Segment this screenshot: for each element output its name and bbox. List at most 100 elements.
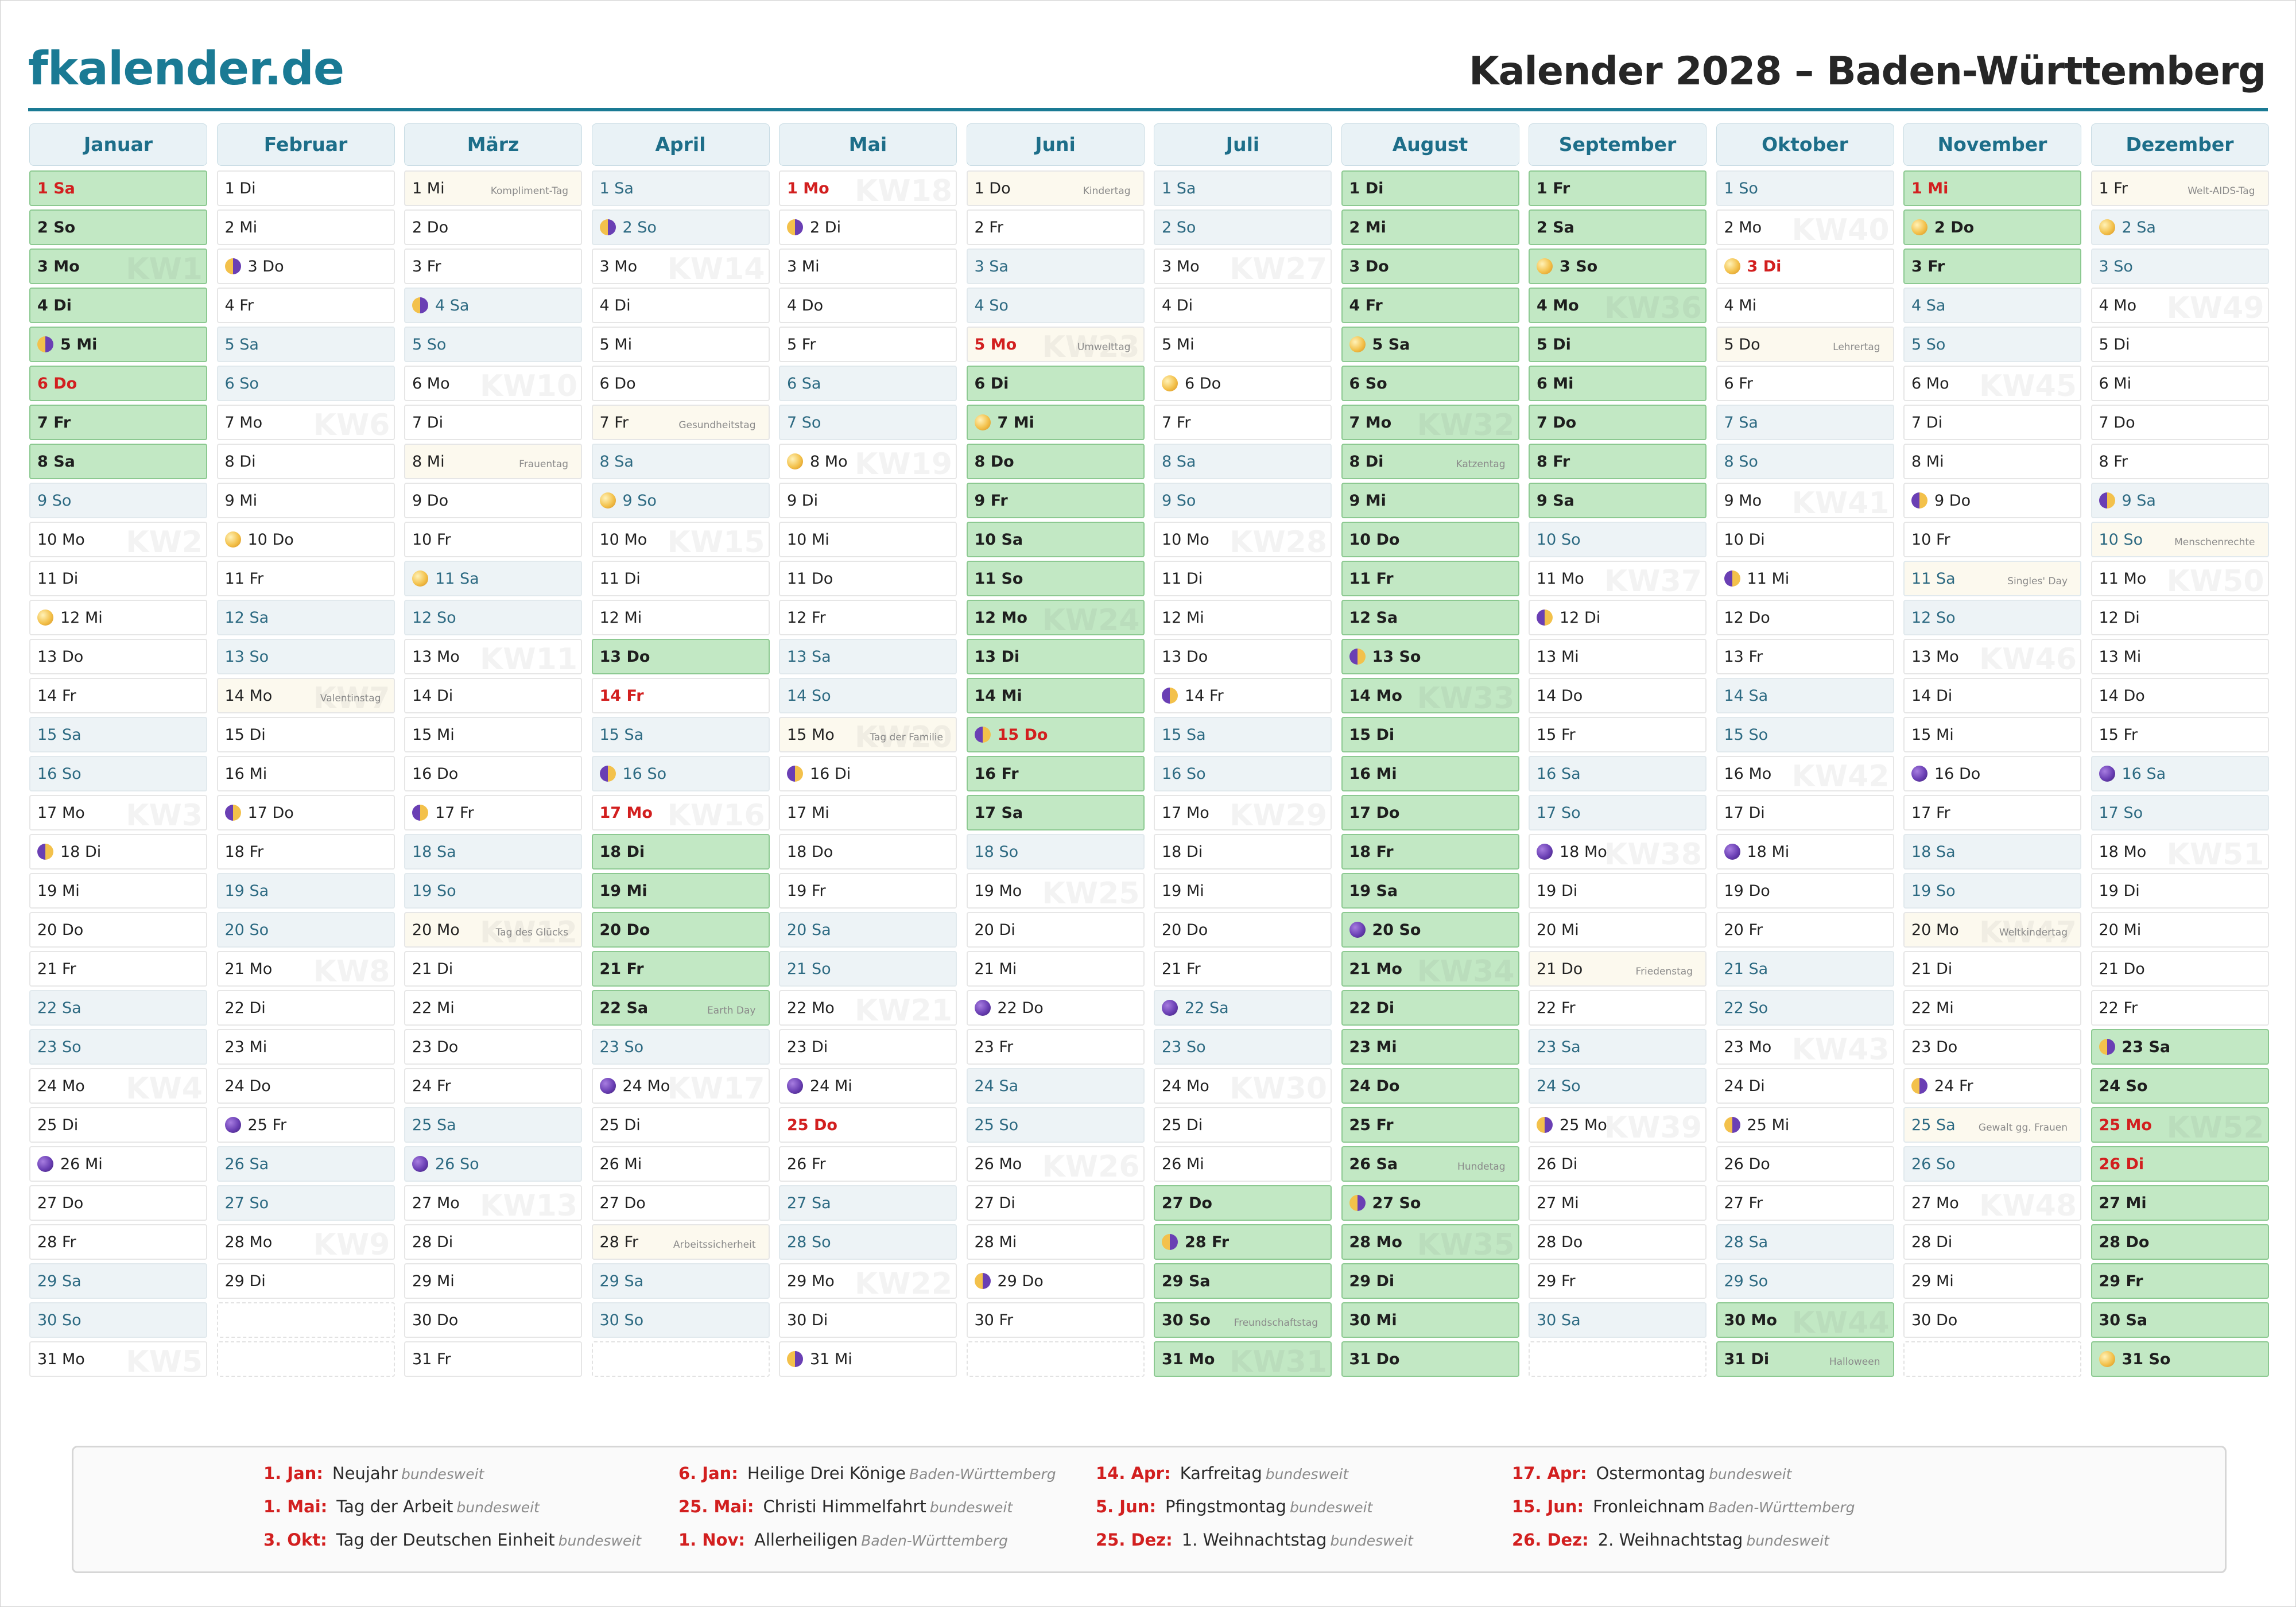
day-cell[interactable]: 21 Do [2091,951,2269,987]
day-cell[interactable]: 9 Mi [216,483,395,518]
day-cell[interactable]: 11 Sa Singles' Day [1903,561,2081,596]
day-cell[interactable]: 15 Mi [1903,717,2081,752]
day-cell[interactable]: 25 Mi [1716,1107,1894,1143]
day-cell[interactable]: 3 Do [216,249,395,284]
day-cell[interactable]: 10 So [1529,522,1707,557]
day-cell[interactable]: 14 Mo Valentinstag KW7 [216,678,395,713]
day-cell[interactable]: 22 Do [966,990,1145,1026]
day-cell[interactable]: 18 So [966,834,1145,870]
day-cell[interactable]: 24 Sa [966,1068,1145,1104]
day-cell[interactable]: 30 Do [1903,1302,2081,1338]
day-cell[interactable]: 4 Mi [1716,288,1894,323]
day-cell[interactable]: 12 Sa [1341,600,1519,635]
day-cell[interactable]: 1 Sa [1154,170,1332,206]
day-cell[interactable]: 14 Sa [1716,678,1894,713]
day-cell[interactable]: 30 So [29,1302,207,1338]
day-cell[interactable]: 29 Fr [2091,1263,2269,1299]
day-cell[interactable]: 8 Sa [591,444,770,479]
day-cell[interactable]: 17 Mo KW3 [29,795,207,830]
day-cell[interactable]: 27 Mi [1529,1185,1707,1221]
day-cell[interactable]: 28 Sa [1716,1224,1894,1260]
day-cell[interactable]: 20 Sa [779,912,957,948]
day-cell[interactable]: 23 Sa [1529,1029,1707,1065]
day-cell[interactable]: 18 Di [29,834,207,870]
day-cell[interactable]: 23 Mi [1341,1029,1519,1065]
day-cell[interactable]: 20 Do [591,912,770,948]
day-cell[interactable]: 18 Di [1154,834,1332,870]
day-cell[interactable]: 1 Mi Kompliment-Tag [404,170,582,206]
day-cell[interactable]: 19 Sa [1341,873,1519,909]
day-cell[interactable]: 11 Mo KW37 [1529,561,1707,596]
day-cell[interactable]: 7 Mi [966,405,1145,440]
day-cell[interactable]: 15 Mi [404,717,582,752]
day-cell[interactable]: 17 So [2091,795,2269,830]
day-cell[interactable]: 10 Mo KW2 [29,522,207,557]
day-cell[interactable]: 8 Mo KW19 [779,444,957,479]
day-cell[interactable]: 10 Sa [966,522,1145,557]
day-cell[interactable]: 4 Di [29,288,207,323]
day-cell[interactable]: 24 Mi [779,1068,957,1104]
day-cell[interactable]: 17 Mi [779,795,957,830]
day-cell[interactable]: 28 Fr [1154,1224,1332,1260]
day-cell[interactable]: 1 Di [216,170,395,206]
day-cell[interactable]: 22 Di [1341,990,1519,1026]
day-cell[interactable]: 12 Sa [216,600,395,635]
day-cell[interactable]: 11 Di [29,561,207,596]
day-cell[interactable]: 15 Sa [29,717,207,752]
day-cell[interactable]: 29 Di [1341,1263,1519,1299]
day-cell[interactable]: 19 Mi [1154,873,1332,909]
day-cell[interactable]: 26 Mi [29,1146,207,1182]
day-cell[interactable]: 18 Sa [404,834,582,870]
day-cell[interactable]: 11 Di [591,561,770,596]
day-cell[interactable]: 13 Mi [1529,639,1707,674]
day-cell[interactable]: 8 So [1716,444,1894,479]
day-cell[interactable]: 12 Do [1716,600,1894,635]
day-cell[interactable]: 16 Sa [1529,756,1707,791]
site-logo[interactable]: fkalender.de [28,42,344,95]
day-cell[interactable]: 31 Do [1341,1341,1519,1377]
day-cell[interactable]: 28 Mi [966,1224,1145,1260]
day-cell[interactable]: 3 So [1529,249,1707,284]
day-cell[interactable]: 19 Mi [29,873,207,909]
day-cell[interactable]: 26 Di [2091,1146,2269,1182]
day-cell[interactable]: 14 So [779,678,957,713]
day-cell[interactable]: 2 So [29,209,207,245]
day-cell[interactable]: 17 Do [216,795,395,830]
day-cell[interactable]: 13 So [1341,639,1519,674]
day-cell[interactable]: 15 Di [1341,717,1519,752]
day-cell[interactable]: 7 Mo KW6 [216,405,395,440]
day-cell[interactable]: 22 Fr [2091,990,2269,1026]
day-cell[interactable]: 13 Fr [1716,639,1894,674]
day-cell[interactable]: 27 So [216,1185,395,1221]
day-cell[interactable]: 25 Sa Gewalt gg. Frauen [1903,1107,2081,1143]
day-cell[interactable]: 6 So [1341,366,1519,401]
day-cell[interactable]: 12 Mi [591,600,770,635]
day-cell[interactable]: 21 Fr [591,951,770,987]
day-cell[interactable]: 22 Sa [1154,990,1332,1026]
day-cell[interactable]: 12 So [404,600,582,635]
day-cell[interactable]: 4 Fr [216,288,395,323]
day-cell[interactable]: 2 Sa [2091,209,2269,245]
day-cell[interactable]: 16 Di [779,756,957,791]
day-cell[interactable]: 17 Fr [1903,795,2081,830]
day-cell[interactable]: 13 Mo KW46 [1903,639,2081,674]
day-cell[interactable]: 2 Mo KW40 [1716,209,1894,245]
day-cell[interactable]: 9 Sa [1529,483,1707,518]
day-cell[interactable]: 4 Di [591,288,770,323]
day-cell[interactable]: 14 Mo KW33 [1341,678,1519,713]
day-cell[interactable]: 15 Di [216,717,395,752]
day-cell[interactable]: 27 Di [966,1185,1145,1221]
day-cell[interactable]: 2 Do [404,209,582,245]
day-cell[interactable]: 8 Di [216,444,395,479]
day-cell[interactable]: 4 Mo KW49 [2091,288,2269,323]
day-cell[interactable]: 12 Di [2091,600,2269,635]
day-cell[interactable]: 29 Mi [1903,1263,2081,1299]
day-cell[interactable]: 30 Mi [1341,1302,1519,1338]
day-cell[interactable]: 11 Sa [404,561,582,596]
day-cell[interactable]: 21 Di [404,951,582,987]
day-cell[interactable]: 26 Fr [779,1146,957,1182]
day-cell[interactable]: 25 So [966,1107,1145,1143]
day-cell[interactable]: 23 Mo KW43 [1716,1029,1894,1065]
day-cell[interactable]: 28 Di [1903,1224,2081,1260]
day-cell[interactable]: 30 Fr [966,1302,1145,1338]
